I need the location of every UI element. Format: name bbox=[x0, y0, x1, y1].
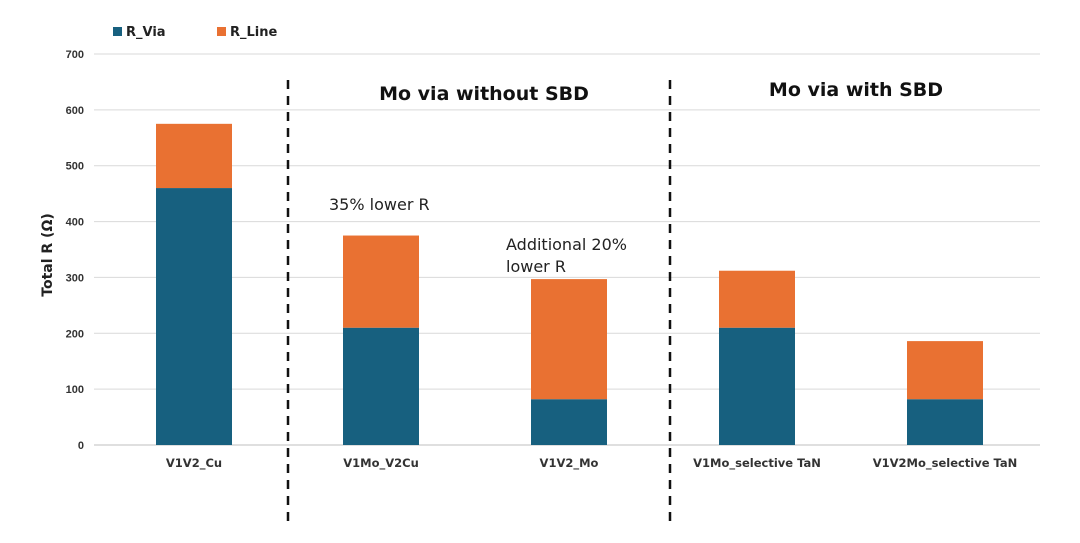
annotation-additional-20-line2: lower R bbox=[506, 257, 566, 276]
bars bbox=[156, 123, 983, 446]
y-tick-label-300: 300 bbox=[66, 272, 84, 284]
y-tick-label-600: 600 bbox=[66, 105, 84, 117]
legend-label-r-via: R_Via bbox=[126, 25, 166, 40]
x-category-label-1: V1Mo_V2Cu bbox=[343, 456, 419, 471]
y-tick-label-400: 400 bbox=[66, 217, 84, 229]
y-tick-label-100: 100 bbox=[66, 384, 84, 396]
bar-r-line-3 bbox=[719, 270, 795, 328]
x-axis-categories: V1V2_Cu V1Mo_V2Cu V1V2_Mo V1Mo_selective Ta… bbox=[166, 456, 1017, 471]
y-tick-label-700: 700 bbox=[66, 49, 84, 61]
bar-r-via-3 bbox=[719, 327, 795, 445]
legend-label-r-line: R_Line bbox=[230, 25, 278, 40]
y-axis-label: Total R (Ω) bbox=[40, 213, 56, 296]
y-axis-ticks: 0 100 200 300 400 500 600 700 bbox=[66, 49, 84, 452]
legend-swatch-r-via bbox=[113, 27, 122, 36]
annotation-additional-20-line1: Additional 20% bbox=[506, 235, 627, 254]
legend: R_Via R_Line bbox=[113, 25, 278, 40]
bar-r-line-0 bbox=[156, 123, 232, 189]
bar-r-via-2 bbox=[531, 399, 607, 445]
bar-r-line-4 bbox=[907, 341, 983, 400]
y-tick-label-500: 500 bbox=[66, 161, 84, 173]
section-label-without-sbd: Mo via without SBD bbox=[379, 83, 589, 105]
bar-r-line-2 bbox=[531, 279, 607, 400]
bar-r-via-1 bbox=[343, 327, 419, 445]
bar-r-via-0 bbox=[156, 188, 232, 446]
x-category-label-4: V1V2Mo_selective TaN bbox=[873, 456, 1018, 471]
x-category-label-2: V1V2_Mo bbox=[540, 456, 599, 471]
x-category-label-0: V1V2_Cu bbox=[166, 456, 222, 471]
bar-r-via-4 bbox=[907, 399, 983, 445]
legend-swatch-r-line bbox=[217, 27, 226, 36]
y-tick-label-200: 200 bbox=[66, 328, 84, 340]
bar-r-line-1 bbox=[343, 235, 419, 328]
y-tick-label-0: 0 bbox=[78, 440, 84, 452]
annotation-35-lower: 35% lower R bbox=[329, 195, 430, 214]
section-label-with-sbd: Mo via with SBD bbox=[769, 79, 943, 101]
x-category-label-3: V1Mo_selective TaN bbox=[693, 456, 821, 471]
section-dividers bbox=[286, 80, 672, 525]
